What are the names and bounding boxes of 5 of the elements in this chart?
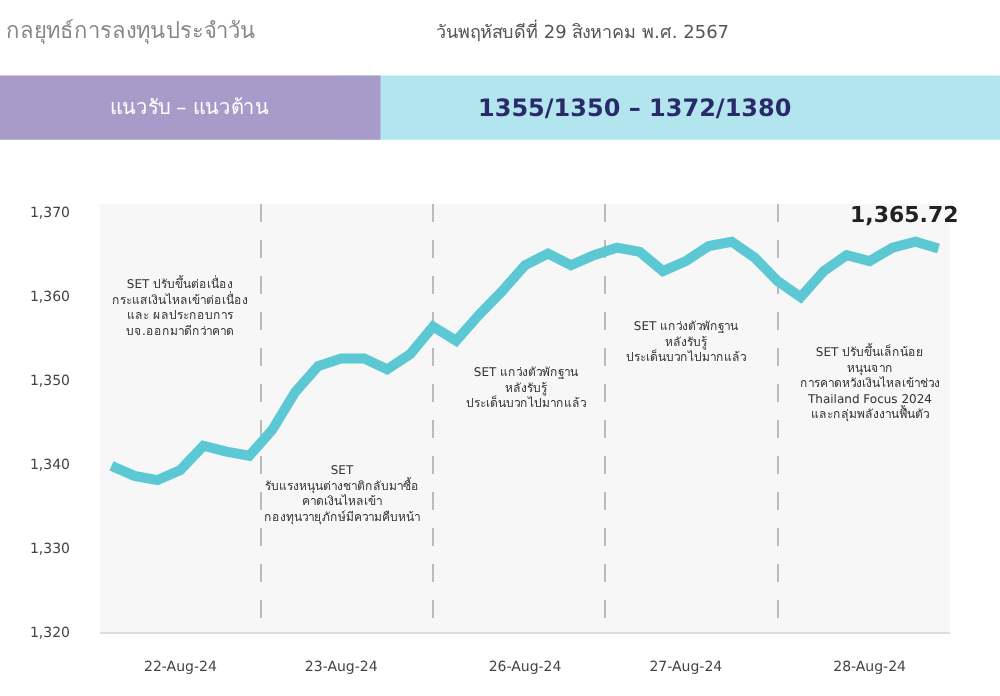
text: แนวรับ – แนวต้าน <box>110 96 269 120</box>
annotation: 1,365.72 <box>850 202 959 228</box>
text: 1355/1350 – 1372/1380 <box>478 94 792 122</box>
chart-subtitle: วันพฤหัสบดีที่ 29 สิงหาคม พ.ศ. 2567 <box>436 18 730 44</box>
chart-title: กลยุทธ์การลงทุนประจำวัน <box>6 18 256 44</box>
